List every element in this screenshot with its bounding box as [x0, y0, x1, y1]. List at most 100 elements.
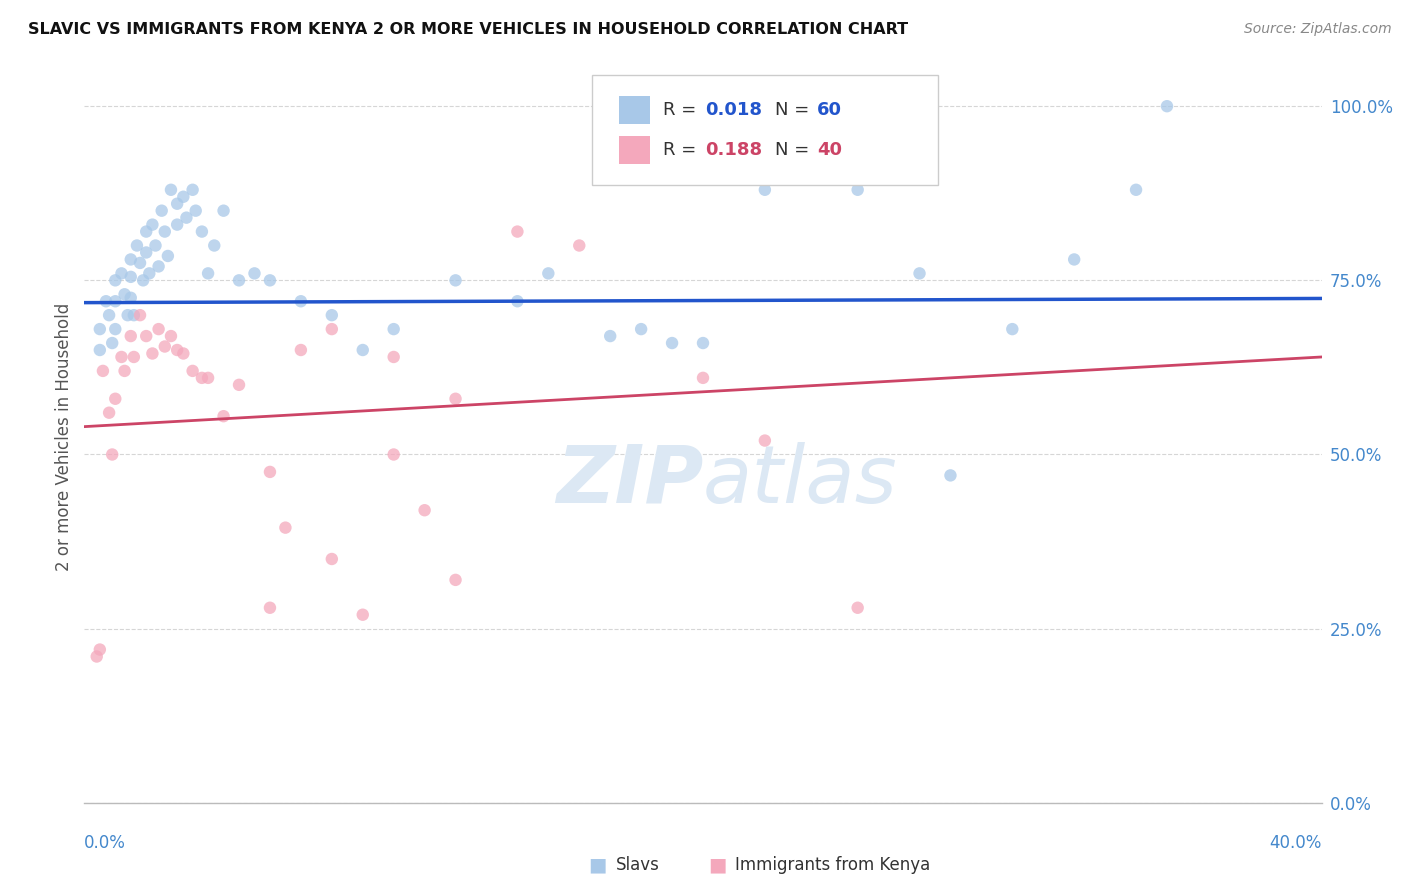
Point	[110, 350, 132, 364]
Text: atlas: atlas	[703, 442, 898, 520]
Point	[290, 343, 312, 357]
Text: R =: R =	[664, 101, 703, 120]
Point	[630, 322, 652, 336]
Point	[120, 252, 142, 267]
Point	[352, 607, 374, 622]
Text: R =: R =	[664, 141, 703, 159]
Point	[89, 642, 111, 657]
Point	[141, 346, 163, 360]
Point	[692, 371, 714, 385]
Point	[120, 269, 142, 284]
Text: 0.0%: 0.0%	[84, 834, 127, 852]
Point	[846, 600, 869, 615]
Point	[160, 329, 183, 343]
Point	[202, 238, 225, 252]
Point	[160, 183, 183, 197]
Text: 40.0%: 40.0%	[1270, 834, 1322, 852]
Point	[89, 343, 111, 357]
Point	[939, 468, 962, 483]
Point	[599, 329, 621, 343]
Point	[166, 218, 188, 232]
Text: Slavs: Slavs	[616, 856, 659, 874]
Point	[166, 196, 188, 211]
Point	[104, 273, 127, 287]
Point	[228, 377, 250, 392]
Point	[104, 294, 127, 309]
Point	[692, 336, 714, 351]
FancyBboxPatch shape	[619, 136, 650, 163]
Point	[176, 211, 198, 225]
Point	[98, 406, 121, 420]
Point	[91, 364, 114, 378]
Point	[212, 409, 235, 424]
Point	[444, 273, 467, 287]
Point	[153, 339, 176, 353]
Text: 0.188: 0.188	[706, 141, 762, 159]
Point	[321, 552, 343, 566]
Point	[444, 392, 467, 406]
Point	[132, 273, 155, 287]
Point	[321, 322, 343, 336]
Point	[661, 336, 683, 351]
Y-axis label: 2 or more Vehicles in Household: 2 or more Vehicles in Household	[55, 303, 73, 571]
Point	[172, 190, 194, 204]
Point	[754, 434, 776, 448]
Point	[1125, 183, 1147, 197]
Point	[156, 249, 179, 263]
Point	[101, 336, 124, 351]
Point	[181, 183, 204, 197]
Point	[197, 266, 219, 280]
Point	[120, 291, 142, 305]
Point	[114, 364, 136, 378]
Point	[290, 294, 312, 309]
Text: ■: ■	[588, 855, 607, 875]
Point	[125, 238, 148, 252]
Point	[101, 448, 124, 462]
Point	[1001, 322, 1024, 336]
Text: ZIP: ZIP	[555, 442, 703, 520]
Text: N =: N =	[775, 141, 814, 159]
Point	[122, 350, 145, 364]
Point	[568, 238, 591, 252]
Point	[191, 225, 214, 239]
Point	[259, 465, 281, 479]
Point	[104, 392, 127, 406]
Point	[352, 343, 374, 357]
Point	[184, 203, 207, 218]
Point	[98, 308, 121, 322]
Text: Source: ZipAtlas.com: Source: ZipAtlas.com	[1244, 22, 1392, 37]
Point	[148, 322, 170, 336]
Point	[172, 346, 194, 360]
Point	[114, 287, 136, 301]
FancyBboxPatch shape	[619, 96, 650, 124]
Point	[94, 294, 117, 309]
Point	[191, 371, 214, 385]
Point	[148, 260, 170, 274]
Text: 40: 40	[817, 141, 842, 159]
Point	[135, 225, 157, 239]
Point	[135, 245, 157, 260]
Point	[181, 364, 204, 378]
Point	[122, 308, 145, 322]
Point	[228, 273, 250, 287]
Point	[444, 573, 467, 587]
Point	[243, 266, 266, 280]
Point	[145, 238, 167, 252]
Point	[382, 350, 405, 364]
Point	[89, 322, 111, 336]
Point	[321, 308, 343, 322]
Text: 60: 60	[817, 101, 842, 120]
Point	[150, 203, 173, 218]
Text: SLAVIC VS IMMIGRANTS FROM KENYA 2 OR MORE VEHICLES IN HOUSEHOLD CORRELATION CHAR: SLAVIC VS IMMIGRANTS FROM KENYA 2 OR MOR…	[28, 22, 908, 37]
Point	[138, 266, 160, 280]
Point	[135, 329, 157, 343]
Point	[110, 266, 132, 280]
Point	[274, 521, 297, 535]
Point	[129, 308, 152, 322]
Text: ■: ■	[707, 855, 727, 875]
Text: N =: N =	[775, 101, 814, 120]
Point	[1156, 99, 1178, 113]
FancyBboxPatch shape	[592, 75, 938, 185]
Point	[259, 273, 281, 287]
Point	[537, 266, 560, 280]
